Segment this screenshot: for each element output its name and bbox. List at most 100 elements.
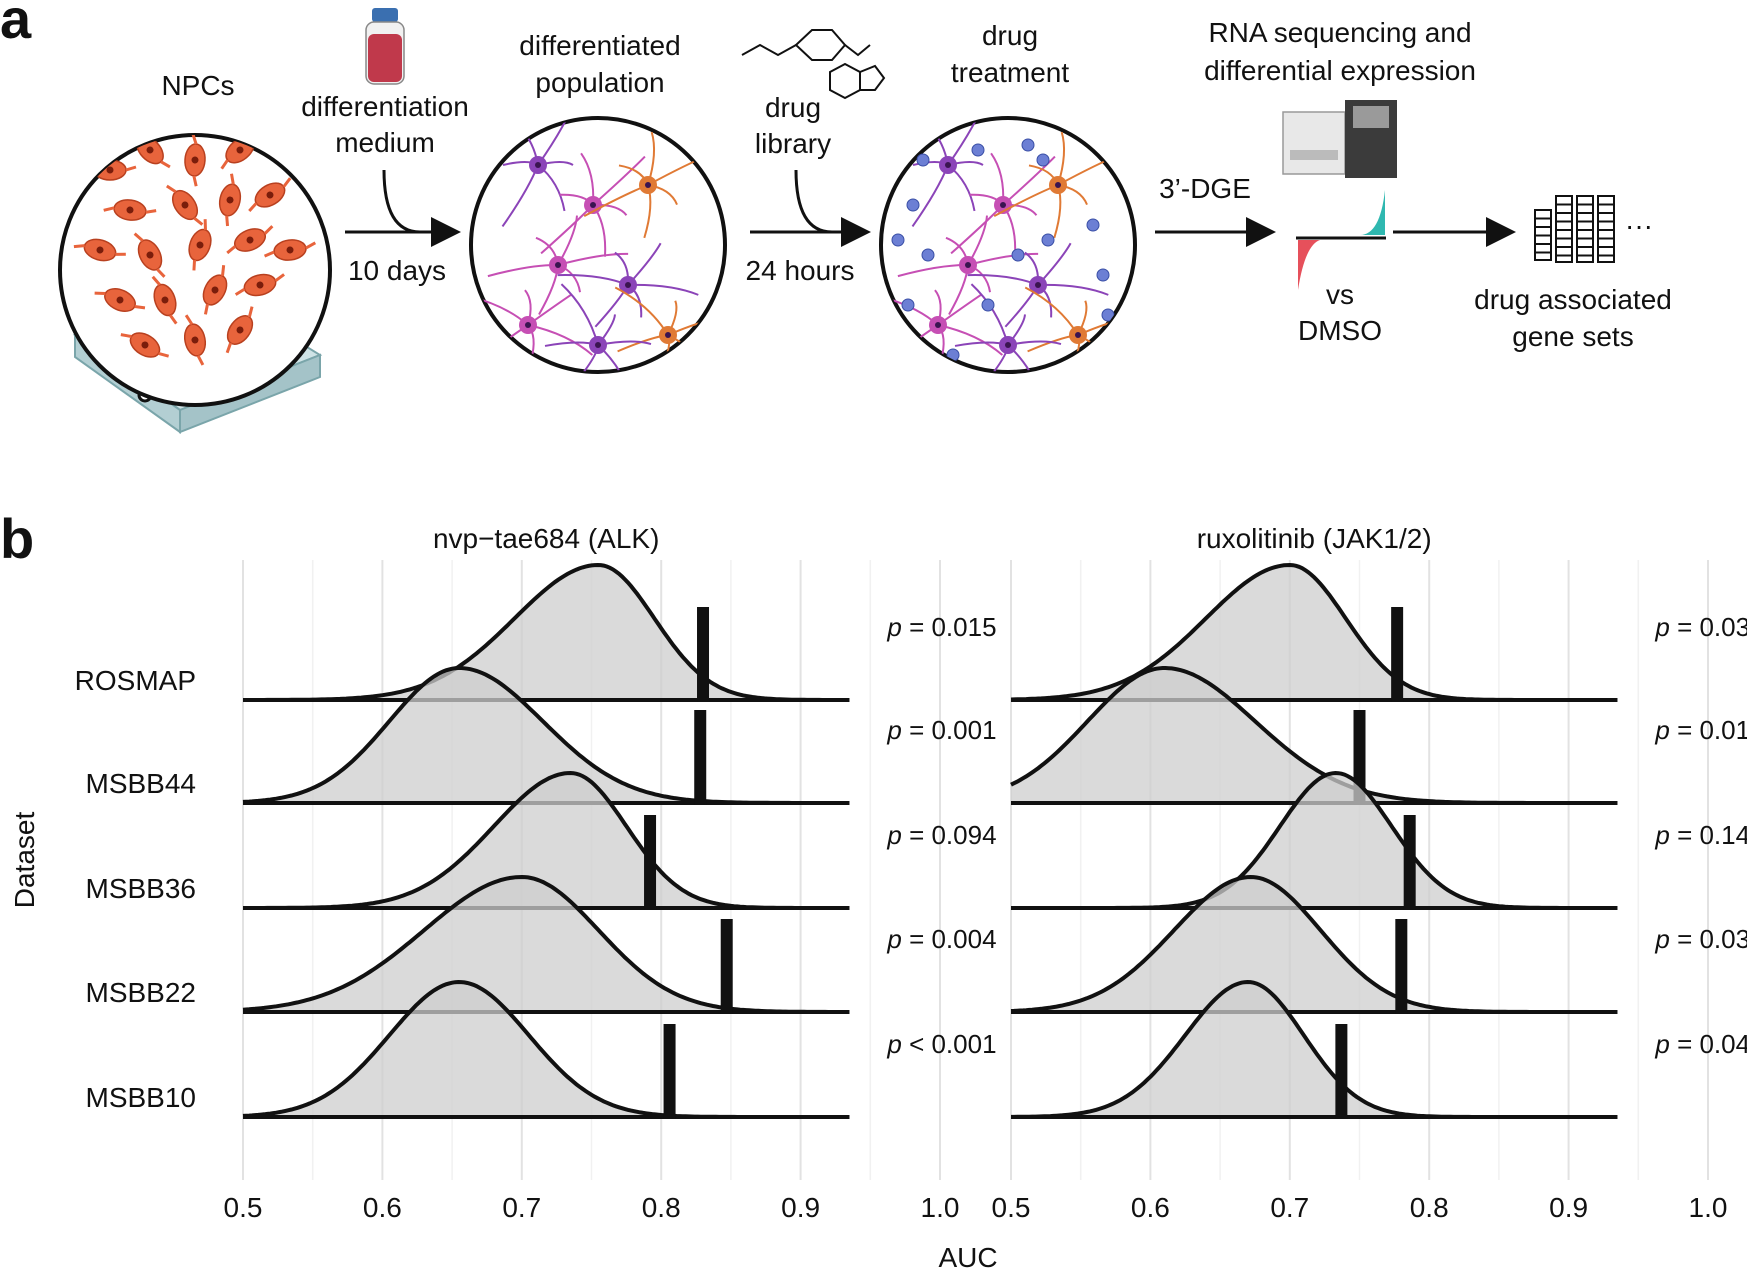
p-value-label: p = 0.004 (886, 924, 996, 954)
gene-sets-icon (1534, 195, 1615, 263)
p-symbol: p (886, 820, 901, 850)
x-tick-label: 0.6 (1131, 1192, 1170, 1223)
x-tick-label: 0.7 (502, 1192, 541, 1223)
x-tick-label: 1.0 (921, 1192, 960, 1223)
observed-auc-bar (644, 815, 657, 910)
p-value-label: p = 0.015 (886, 612, 996, 642)
chart-title: ruxolitinib (JAK1/2) (1197, 523, 1432, 554)
p-symbol: p (1654, 612, 1669, 642)
drug-merge-arrow (794, 169, 833, 234)
panel-a-label: a (0, 0, 32, 50)
p-value-label: p = 0.001 (886, 715, 996, 745)
npc-cell-icon (133, 232, 166, 278)
dataset-label: MSBB44 (86, 768, 197, 799)
dataset-labels: ROSMAP MSBB44 MSBB36 MSBB22 MSBB10 (75, 665, 196, 1113)
npcs-label: NPCs (161, 70, 234, 101)
x-tick-label: 0.8 (642, 1192, 681, 1223)
p-symbol: p (1654, 1029, 1669, 1059)
drug-label: drug (765, 92, 821, 123)
npc-cell-icon (225, 306, 254, 354)
differentiation-label: differentiation (301, 91, 469, 122)
drug-molecule-dot (1021, 138, 1035, 152)
density-fill (243, 877, 850, 1012)
drug-molecule-dot (891, 233, 905, 247)
observed-auc-bar (694, 710, 707, 805)
observed-auc-bar (1391, 607, 1404, 702)
density-fill (243, 773, 850, 908)
p-value-label: p = 0.042 (1654, 1029, 1747, 1059)
p-value-label: p = 0.094 (886, 820, 996, 850)
drug-treatment-label-1: drug (982, 20, 1038, 51)
neuron-icon (557, 242, 699, 328)
p-value: = 0.145 (1670, 820, 1747, 850)
neuron-icon (967, 242, 1109, 328)
rna-seq-label-2: differential expression (1204, 55, 1476, 86)
p-symbol: p (886, 612, 901, 642)
p-symbol: p (886, 1029, 901, 1059)
gene-sets-label-1: drug associated (1474, 284, 1672, 315)
density-fill (1011, 982, 1618, 1117)
npc-cell-icon (165, 184, 204, 226)
observed-auc-bar (1335, 1024, 1348, 1119)
density-ridge: p = 0.145 (1011, 770, 1747, 910)
neuron-icon (540, 152, 646, 257)
drug-molecule-dot (1041, 233, 1055, 247)
dge-label: 3’-DGE (1159, 173, 1251, 204)
density-ridge: p = 0.037 (1010, 562, 1747, 702)
differentiated-label: differentiated (519, 30, 680, 61)
x-tick-label: 0.5 (224, 1192, 263, 1223)
media-bottle-icon (365, 8, 405, 85)
dataset-label: MSBB10 (86, 1082, 197, 1113)
p-value-label: p = 0.039 (1654, 924, 1747, 954)
drug-molecule-dot (1011, 248, 1025, 262)
density-ridge: p < 0.001 (242, 979, 997, 1119)
panel-a: a NPCs differentiation medium 10 days di (0, 0, 1672, 434)
drug-molecule-dot (1096, 268, 1110, 282)
drug-molecule-dot (981, 298, 995, 312)
npc-cell-icon (202, 265, 228, 315)
density-ridge: p = 0.015 (243, 562, 997, 702)
npc-cell-icon (218, 173, 242, 227)
observed-auc-bar (697, 607, 710, 702)
gene-sets-label-2: gene sets (1512, 321, 1633, 352)
drug-molecule-dot (921, 248, 935, 262)
observed-auc-bar (720, 919, 733, 1014)
p-symbol: p (886, 924, 901, 954)
p-value: = 0.042 (1670, 1029, 1747, 1059)
density-ridge: p = 0.004 (242, 874, 997, 1014)
p-value: = 0.004 (902, 924, 997, 954)
p-symbol: p (1654, 715, 1669, 745)
density-ridge: p = 0.001 (242, 666, 997, 805)
npc-cell-icon (248, 177, 292, 212)
sequencer-icon (1282, 100, 1397, 178)
drug-molecule-dot (971, 143, 985, 157)
chart-ruxolitinib: 0.5 0.6 0.7 0.8 0.9 1.0 ruxolitinib (JAK1/2) p … (992, 523, 1747, 1223)
x-tick-label: 0.6 (363, 1192, 402, 1223)
p-value: = 0.001 (902, 715, 997, 745)
chart-nvp-tae684: 0.5 0.6 0.7 0.8 0.9 1.0 nvp−tae684 (ALK) p = 0.… (224, 523, 997, 1223)
chart-title: nvp−tae684 (ALK) (433, 523, 660, 554)
neuron-icon (583, 131, 713, 239)
rna-seq-label-1: RNA sequencing and (1208, 17, 1471, 48)
gene-set-column (1534, 209, 1552, 261)
x-axis-label: AUC (938, 1242, 997, 1273)
observed-auc-bar (663, 1024, 676, 1119)
observed-auc-bar (1403, 815, 1416, 910)
ellipsis: ··· (1625, 210, 1653, 241)
x-tick-label: 0.7 (1270, 1192, 1309, 1223)
hours-label: 24 hours (746, 255, 855, 286)
npc-cell-icon (183, 314, 207, 366)
density-fill (1011, 668, 1618, 803)
x-tick-label: 0.8 (1410, 1192, 1449, 1223)
p-symbol: p (886, 715, 901, 745)
p-value: = 0.015 (902, 612, 997, 642)
npc-cell-icon (226, 225, 274, 255)
x-tick-label: 0.9 (1549, 1192, 1588, 1223)
p-value: = 0.012 (1670, 715, 1747, 745)
gene-set-column (1576, 195, 1594, 263)
treated-neurons-circle (879, 116, 1137, 374)
x-tick-label: 0.9 (781, 1192, 820, 1223)
p-value: = 0.039 (1670, 924, 1747, 954)
library-label: library (755, 128, 831, 159)
